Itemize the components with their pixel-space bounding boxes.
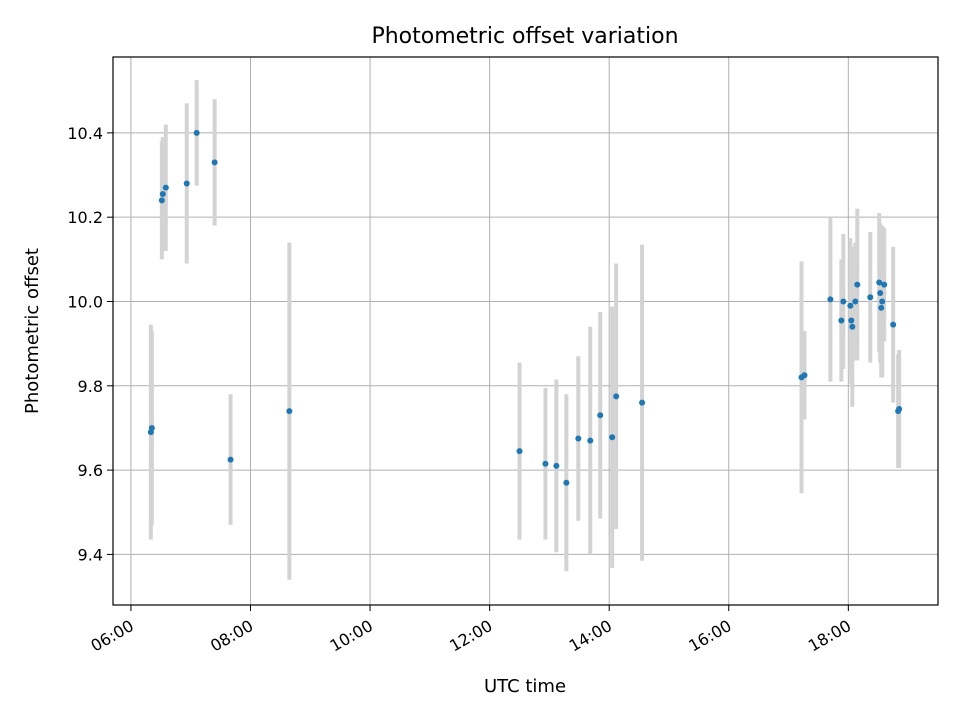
data-points [147,129,903,486]
data-point [193,129,200,136]
chart-title: Photometric offset variation [371,24,678,49]
data-point [877,290,884,297]
data-point [542,460,549,467]
data-point [227,456,234,463]
y-tick-label: 9.4 [78,545,103,564]
data-point [896,405,903,412]
data-point [587,437,594,444]
data-point [847,302,854,309]
data-point [639,399,646,406]
data-point [876,279,883,286]
y-tick-label: 10.0 [67,292,103,311]
y-tick-label: 9.6 [78,461,103,480]
data-point [148,424,155,431]
data-point [878,304,885,311]
y-tick-label: 10.2 [67,208,103,227]
data-point [516,448,523,455]
data-point [553,462,560,469]
plot-frame [112,56,939,606]
data-point [211,159,218,166]
data-point [854,281,861,288]
data-point [158,197,165,204]
data-point [852,298,859,305]
y-tick-label: 9.8 [78,377,103,396]
data-point [827,296,834,303]
data-point [575,435,582,442]
data-point [881,281,888,288]
data-point [162,184,169,191]
y-axis-ticks: 9.4 9.6 9.8 10.0 10.2 10.4 [67,124,113,564]
data-point [563,479,570,486]
data-point [838,317,845,324]
data-point [801,372,808,379]
data-point [597,412,604,419]
data-point [159,191,166,197]
data-point [867,294,874,301]
x-axis-label: UTC time [484,676,566,697]
data-point [613,393,620,400]
data-point [183,180,190,187]
data-point [840,298,847,305]
y-tick-label: 10.4 [67,124,103,143]
data-point [879,298,886,305]
data-point [848,317,855,324]
data-point [890,321,897,328]
data-point [286,408,293,415]
data-point [849,323,856,330]
data-point [609,434,616,441]
y-axis-label: Photometric offset [22,248,43,414]
